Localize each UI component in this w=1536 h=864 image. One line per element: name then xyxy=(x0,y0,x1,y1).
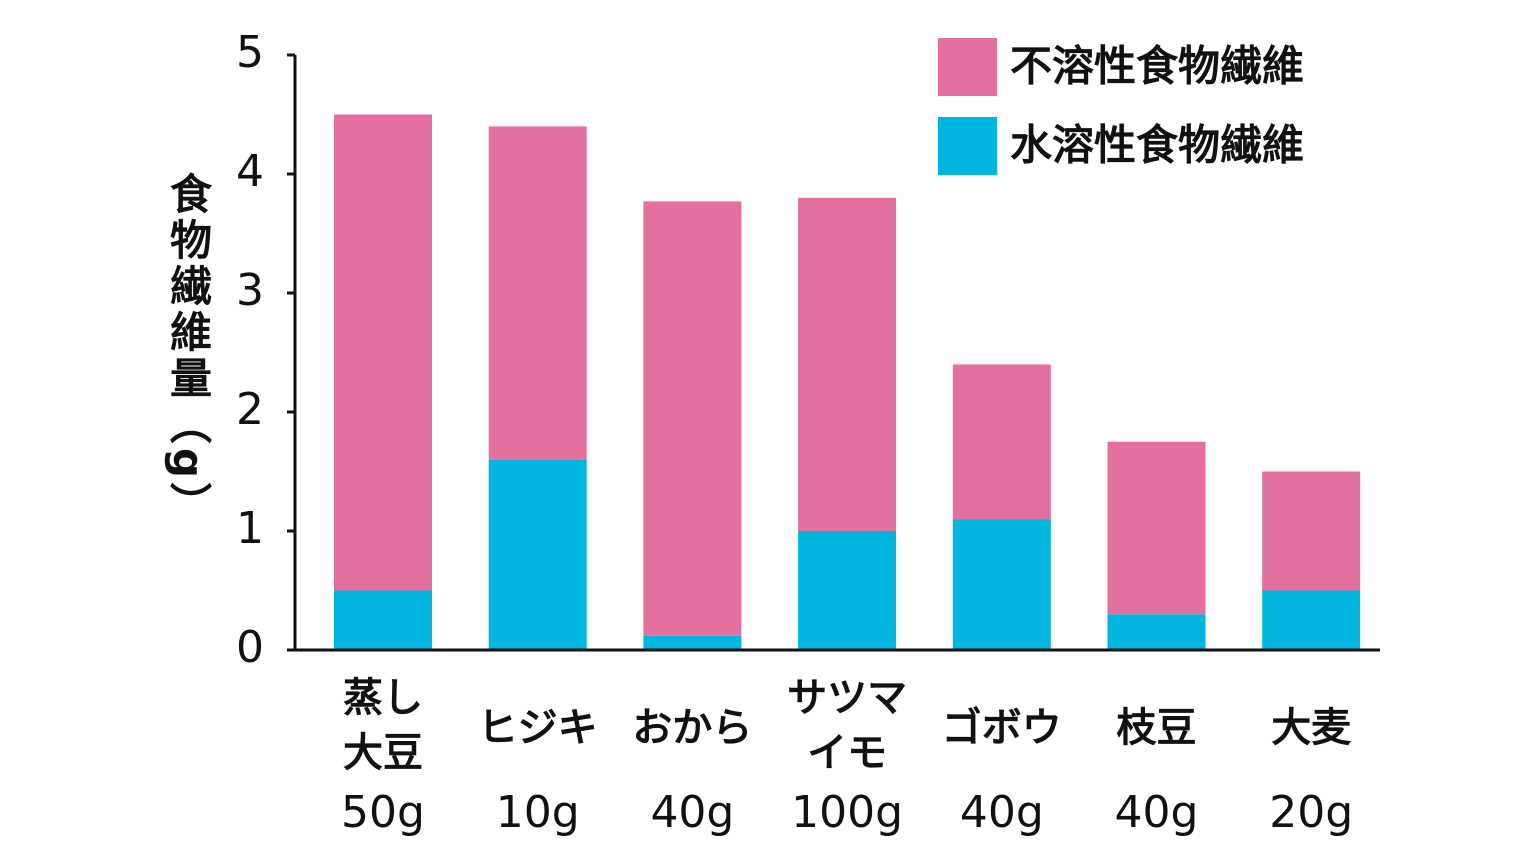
bar-segment xyxy=(334,590,432,650)
y-axis-title: 食物繊維量（g） xyxy=(164,172,213,528)
x-tick-label: 大豆 xyxy=(343,730,423,776)
x-tick-label: サツマ xyxy=(787,675,907,721)
x-amount-label: 40g xyxy=(960,787,1044,838)
x-amount-label: 50g xyxy=(341,787,425,838)
bar-segment xyxy=(952,519,1051,650)
y-tick-label: 0 xyxy=(236,622,264,673)
bar-segment xyxy=(1262,590,1361,650)
legend-label: 水溶性食物繊維 xyxy=(1010,121,1304,170)
x-tick-label: 大麦 xyxy=(1271,705,1351,751)
y-tick-label: 2 xyxy=(236,384,264,435)
x-tick-label: ゴボウ xyxy=(942,705,1062,751)
x-amount-label: 20g xyxy=(1269,787,1353,838)
legend-swatch xyxy=(938,117,997,175)
x-amount-label: 10g xyxy=(496,787,580,838)
y-tick-label: 3 xyxy=(236,265,264,316)
bar-segment xyxy=(1107,441,1206,615)
bar-segment xyxy=(952,364,1051,520)
y-tick-label: 4 xyxy=(236,146,264,197)
bar-segment xyxy=(798,531,897,650)
x-amount-label: 100g xyxy=(791,787,903,838)
bar-segment xyxy=(334,114,432,591)
x-amount-label: 40g xyxy=(650,787,734,838)
bar-segment xyxy=(798,197,897,532)
legend-label: 不溶性食物繊維 xyxy=(1010,42,1304,91)
x-tick-label: 枝豆 xyxy=(1117,705,1197,751)
y-tick-label: 1 xyxy=(236,503,264,554)
x-tick-label: 蒸し xyxy=(343,675,423,721)
bar-segment xyxy=(1262,471,1361,591)
x-tick-label: ヒジキ xyxy=(478,705,598,751)
bar-segment xyxy=(643,635,742,650)
y-tick-label: 5 xyxy=(236,27,264,78)
x-tick-label: おから xyxy=(632,705,752,751)
x-tick-label: イモ xyxy=(807,730,887,776)
bar-segment xyxy=(488,126,587,460)
bar-segment xyxy=(1107,614,1206,650)
bar-segment xyxy=(643,201,742,636)
x-amount-label: 40g xyxy=(1115,787,1199,838)
legend-swatch xyxy=(938,38,997,96)
bar-segment xyxy=(488,459,587,650)
